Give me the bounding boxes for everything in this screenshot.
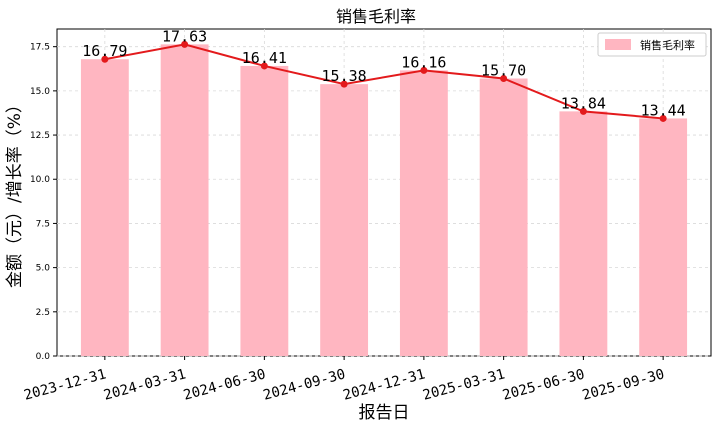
legend: 销售毛利率: [597, 32, 707, 57]
y-tick-label: 7.5: [36, 219, 50, 229]
x-axis-label: 报告日: [359, 403, 410, 423]
y-tick-label: 10.0: [30, 175, 50, 185]
y-axis-label: 金额（元）/增长率（%）: [5, 96, 25, 288]
y-tick-label: 5.0: [36, 264, 51, 274]
data-label: 16.16: [401, 53, 446, 71]
data-label: 13.84: [561, 94, 606, 112]
x-axis: 2023-12-312024-03-312024-06-302024-09-30…: [22, 356, 666, 404]
bar: [160, 44, 209, 356]
bar: [320, 84, 369, 357]
bar: [559, 111, 608, 356]
bar: [639, 118, 688, 356]
line-point: [101, 55, 109, 63]
legend-label: 销售毛利率: [640, 38, 695, 52]
x-tick-label: 2024-12-31: [341, 366, 427, 403]
x-tick-label: 2025-03-31: [421, 366, 507, 403]
x-tick-label: 2024-06-30: [182, 366, 268, 403]
line-point: [260, 62, 268, 70]
data-labels: 16.79 17.63 16.41 15.38 16.16 15.70 13.84 13.44: [82, 27, 685, 119]
y-tick-label: 15.0: [30, 87, 50, 97]
data-label: 17.63: [162, 27, 207, 45]
y-axis: 0.0 2.5 5.0 7.5 10.0 12.5 15.0 17.5: [30, 43, 57, 362]
data-label: 15.38: [322, 67, 367, 85]
line-point: [659, 114, 667, 122]
data-label: 16.41: [242, 49, 287, 67]
x-tick-label: 2024-09-30: [262, 366, 348, 403]
chart-title: 销售毛利率: [336, 7, 416, 26]
x-tick-label: 2023-12-31: [22, 366, 108, 403]
line-point: [500, 74, 508, 82]
x-tick-label: 2025-06-30: [501, 366, 587, 403]
x-tick-label: 2024-03-31: [102, 366, 188, 403]
line-series: [101, 40, 667, 122]
line-path: [104, 43, 664, 120]
y-tick-label: 0.0: [36, 352, 51, 362]
x-tick-label: 2025-09-30: [581, 366, 667, 403]
y-tick-label: 17.5: [30, 43, 50, 53]
line-point: [579, 107, 587, 115]
bars: [80, 44, 688, 357]
y-tick-label: 2.5: [36, 308, 50, 318]
bar: [479, 78, 528, 357]
line-point: [181, 40, 189, 48]
line-point: [340, 80, 348, 88]
data-label: 16.79: [82, 42, 127, 60]
bar: [240, 65, 289, 356]
line-point: [420, 66, 428, 74]
bar: [80, 59, 129, 357]
legend-box: [597, 32, 707, 57]
y-tick-label: 12.5: [30, 131, 50, 141]
legend-swatch: [605, 39, 631, 50]
bar: [399, 70, 448, 356]
data-label: 13.44: [641, 101, 686, 119]
data-label: 15.70: [481, 61, 526, 79]
